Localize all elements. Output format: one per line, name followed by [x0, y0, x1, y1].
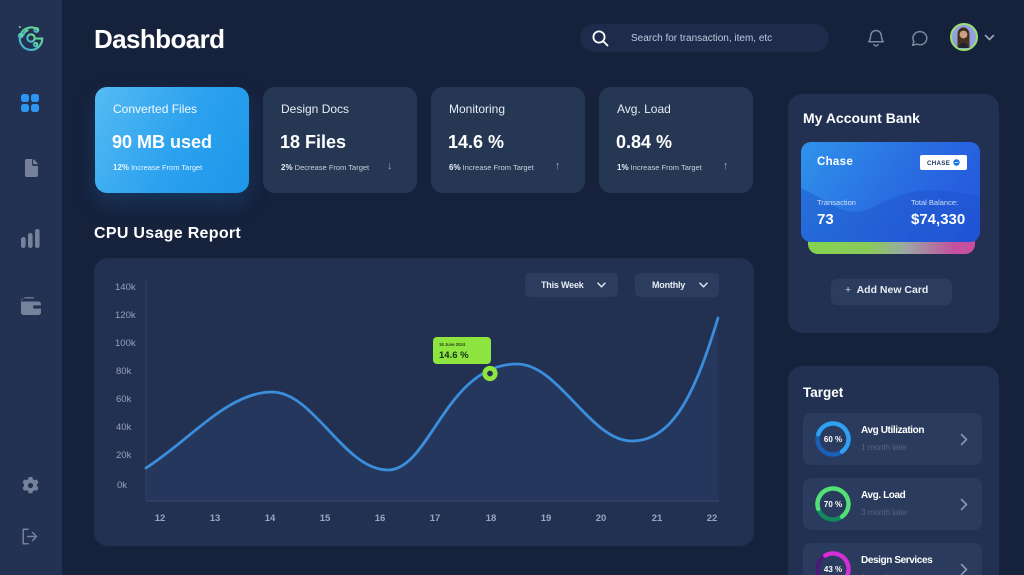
svg-text:18: 18 — [486, 513, 497, 524]
svg-text:70 %: 70 % — [824, 500, 842, 509]
svg-text:16: 16 — [375, 513, 386, 524]
svg-text:43 %: 43 % — [824, 565, 842, 574]
svg-text:12: 12 — [155, 513, 166, 524]
svg-text:20k: 20k — [116, 450, 132, 461]
svg-text:21: 21 — [652, 513, 663, 524]
svg-text:22: 22 — [707, 513, 718, 524]
svg-text:60k: 60k — [116, 394, 132, 405]
svg-text:100k: 100k — [115, 338, 136, 349]
svg-text:17: 17 — [430, 513, 441, 524]
svg-text:40k: 40k — [116, 422, 132, 433]
svg-text:18 June 2024: 18 June 2024 — [439, 342, 466, 347]
svg-text:60 %: 60 % — [824, 435, 842, 444]
svg-text:14: 14 — [265, 513, 276, 524]
svg-text:0k: 0k — [117, 480, 127, 491]
svg-text:13: 13 — [210, 513, 221, 524]
svg-text:140k: 140k — [115, 282, 136, 293]
svg-text:15: 15 — [320, 513, 331, 524]
svg-text:14.6 %: 14.6 % — [439, 350, 469, 361]
svg-text:80k: 80k — [116, 366, 132, 377]
svg-text:CHASE: CHASE — [927, 160, 950, 167]
svg-text:20: 20 — [596, 513, 607, 524]
svg-text:19: 19 — [541, 513, 552, 524]
svg-text:120k: 120k — [115, 310, 136, 321]
